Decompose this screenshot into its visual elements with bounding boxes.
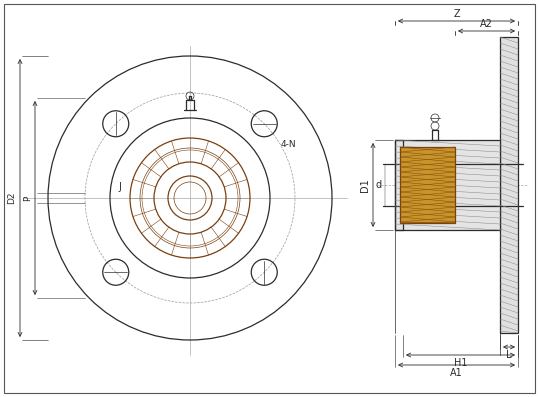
Text: A1: A1 [450, 368, 463, 378]
Text: B: B [424, 184, 431, 194]
Text: d: d [376, 180, 382, 190]
Text: S: S [406, 153, 412, 163]
Text: J: J [118, 182, 121, 192]
Text: 4-N: 4-N [280, 140, 296, 149]
Text: Z: Z [453, 9, 460, 19]
Text: H1: H1 [454, 358, 467, 368]
Text: L: L [506, 350, 512, 360]
Text: D1: D1 [360, 178, 370, 192]
Bar [395, 140, 500, 230]
Text: A2: A2 [480, 19, 493, 29]
Text: P: P [24, 195, 32, 201]
Bar [400, 147, 455, 223]
Text: D2: D2 [8, 192, 17, 204]
Bar [500, 37, 518, 333]
